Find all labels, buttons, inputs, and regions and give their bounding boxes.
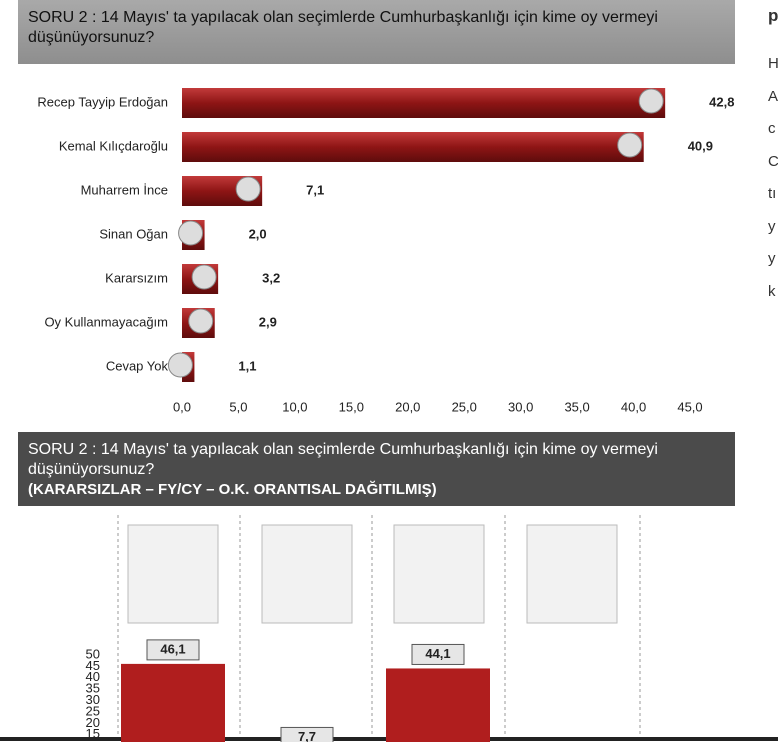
sidebar-line: H: [768, 55, 778, 72]
sidebar-heading: p: [768, 6, 778, 25]
category-label: Oy Kullanmayacağım: [44, 314, 168, 329]
sidebar-line: tı: [768, 185, 777, 202]
photo: [167, 352, 193, 378]
sidebar-line: y: [768, 250, 776, 267]
sidebar-line: A: [768, 87, 778, 105]
value-label: 46,1: [160, 641, 185, 656]
sidebar-line: c: [768, 120, 776, 137]
value-label-box: [280, 726, 334, 742]
sidebar-line: k: [768, 282, 776, 300]
x-tick-label: 5,0: [229, 399, 247, 414]
photo: [188, 308, 214, 334]
x-tick-label: 0,0: [173, 399, 191, 414]
photo: [638, 88, 664, 114]
bar: [182, 88, 666, 118]
chart-2-subtitle: (KARARSIZLAR – FY/CY – O.K. ORANTISAL DA…: [28, 481, 437, 498]
value-label-box: [411, 643, 465, 665]
value-label: 42,8: [709, 94, 734, 109]
value-label: 3,2: [262, 270, 280, 285]
x-tick-label: 25,0: [452, 399, 477, 414]
value-label-box: [146, 639, 200, 661]
chart-2-title: SORU 2 : 14 Mayıs' ta yapılacak olan seç…: [28, 441, 658, 478]
x-tick-label: 20,0: [395, 399, 420, 414]
sidebar-line: y: [768, 217, 776, 235]
value-label: 2,9: [259, 314, 277, 329]
value-label: 40,9: [688, 138, 713, 153]
value-label: 44,1: [425, 646, 450, 661]
y-tick-label: 45: [86, 658, 100, 673]
bar: [386, 668, 490, 742]
y-tick-label: 50: [86, 646, 100, 661]
bar: [182, 132, 644, 162]
x-tick-label: 40,0: [621, 399, 646, 414]
x-tick-label: 45,0: [677, 399, 702, 414]
category-label: Muharrem İnce: [81, 182, 168, 197]
sidebar-line: C: [768, 152, 778, 170]
value-label: 7,1: [306, 182, 324, 197]
photo: [235, 176, 261, 202]
y-tick-label: 20: [86, 715, 100, 730]
chart-2-header: SORU 2 : 14 Mayıs' ta yapılacak olan seç…: [18, 432, 735, 506]
chart-1-title: SORU 2 : 14 Mayıs' ta yapılacak olan seç…: [18, 0, 735, 64]
category-label: Kararsızım: [105, 270, 168, 285]
category-label: Kemal Kılıçdaroğlu: [59, 138, 168, 153]
value-label: 1,1: [238, 358, 256, 373]
y-tick-label: 35: [86, 681, 100, 696]
y-tick-label: 40: [86, 669, 100, 684]
photo: [178, 220, 204, 246]
y-tick-label: 25: [86, 703, 100, 718]
y-tick-label: 15: [86, 726, 100, 741]
category-label: Cevap Yok: [106, 358, 169, 373]
value-label: 2,0: [249, 226, 267, 241]
category-label: Sinan Oğan: [99, 226, 168, 241]
x-tick-label: 15,0: [339, 399, 364, 414]
x-tick-label: 30,0: [508, 399, 533, 414]
value-label: 7,7: [298, 729, 316, 742]
y-tick-label: 30: [86, 692, 100, 707]
panel-1: [18, 64, 735, 430]
column-dividers: [117, 515, 641, 742]
photo: [617, 132, 643, 158]
photo: [191, 264, 217, 290]
x-tick-label: 35,0: [564, 399, 589, 414]
x-tick-label: 10,0: [282, 399, 307, 414]
photo-frames: [127, 524, 618, 624]
bar: [121, 663, 225, 742]
category-label: Recep Tayyip Erdoğan: [37, 94, 168, 109]
